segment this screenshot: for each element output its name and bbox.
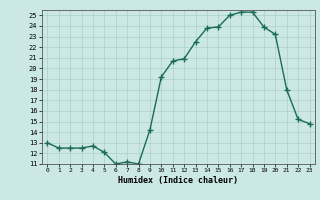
X-axis label: Humidex (Indice chaleur): Humidex (Indice chaleur) [118, 176, 238, 185]
